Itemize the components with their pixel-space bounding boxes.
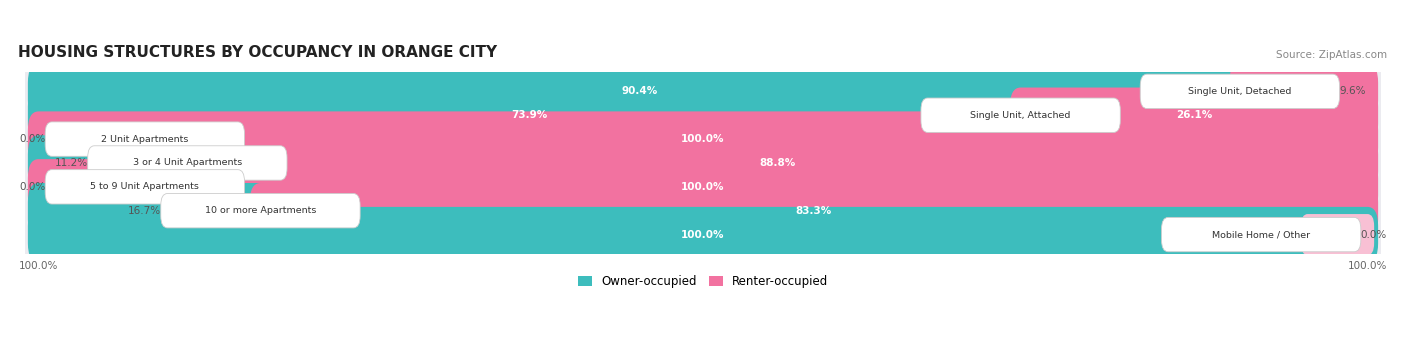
Text: 11.2%: 11.2% (55, 158, 87, 168)
FancyBboxPatch shape (28, 159, 1378, 214)
FancyBboxPatch shape (22, 173, 1384, 249)
Text: 100.0%: 100.0% (18, 261, 58, 271)
Text: 0.0%: 0.0% (18, 182, 45, 192)
Text: 0.0%: 0.0% (1361, 229, 1388, 240)
Text: Source: ZipAtlas.com: Source: ZipAtlas.com (1277, 49, 1388, 60)
Text: Single Unit, Attached: Single Unit, Attached (970, 111, 1071, 120)
Text: 90.4%: 90.4% (621, 86, 658, 97)
Text: 73.9%: 73.9% (512, 110, 548, 120)
Text: 5 to 9 Unit Apartments: 5 to 9 Unit Apartments (90, 182, 200, 191)
FancyBboxPatch shape (28, 183, 271, 238)
FancyBboxPatch shape (45, 122, 245, 156)
FancyBboxPatch shape (28, 207, 1378, 262)
FancyBboxPatch shape (28, 112, 1378, 167)
Text: 0.0%: 0.0% (18, 134, 45, 144)
Text: 100.0%: 100.0% (682, 182, 724, 192)
FancyBboxPatch shape (45, 170, 245, 204)
FancyBboxPatch shape (1301, 214, 1374, 255)
FancyBboxPatch shape (177, 135, 1378, 191)
FancyBboxPatch shape (28, 64, 1250, 119)
FancyBboxPatch shape (87, 146, 287, 180)
FancyBboxPatch shape (1229, 64, 1378, 119)
FancyBboxPatch shape (22, 53, 1384, 130)
FancyBboxPatch shape (28, 135, 198, 191)
Text: 88.8%: 88.8% (759, 158, 796, 168)
FancyBboxPatch shape (32, 119, 105, 160)
FancyBboxPatch shape (22, 149, 1384, 225)
FancyBboxPatch shape (22, 77, 1384, 153)
Text: HOUSING STRUCTURES BY OCCUPANCY IN ORANGE CITY: HOUSING STRUCTURES BY OCCUPANCY IN ORANG… (18, 45, 498, 60)
FancyBboxPatch shape (250, 183, 1378, 238)
Text: 83.3%: 83.3% (796, 206, 832, 216)
Legend: Owner-occupied, Renter-occupied: Owner-occupied, Renter-occupied (578, 275, 828, 288)
FancyBboxPatch shape (32, 166, 105, 207)
FancyBboxPatch shape (160, 194, 360, 228)
FancyBboxPatch shape (921, 98, 1121, 132)
Text: Mobile Home / Other: Mobile Home / Other (1212, 230, 1310, 239)
Text: 100.0%: 100.0% (1348, 261, 1388, 271)
FancyBboxPatch shape (22, 196, 1384, 273)
FancyBboxPatch shape (28, 88, 1031, 143)
FancyBboxPatch shape (22, 125, 1384, 201)
Text: Single Unit, Detached: Single Unit, Detached (1188, 87, 1292, 96)
Text: 3 or 4 Unit Apartments: 3 or 4 Unit Apartments (132, 159, 242, 167)
Text: 100.0%: 100.0% (682, 229, 724, 240)
Text: 10 or more Apartments: 10 or more Apartments (205, 206, 316, 215)
FancyBboxPatch shape (1161, 218, 1361, 252)
Text: 26.1%: 26.1% (1175, 110, 1212, 120)
FancyBboxPatch shape (1140, 74, 1340, 108)
Text: 9.6%: 9.6% (1340, 86, 1367, 97)
Text: 100.0%: 100.0% (682, 134, 724, 144)
FancyBboxPatch shape (22, 101, 1384, 177)
Text: 16.7%: 16.7% (128, 206, 160, 216)
Text: 2 Unit Apartments: 2 Unit Apartments (101, 135, 188, 144)
FancyBboxPatch shape (1010, 88, 1378, 143)
